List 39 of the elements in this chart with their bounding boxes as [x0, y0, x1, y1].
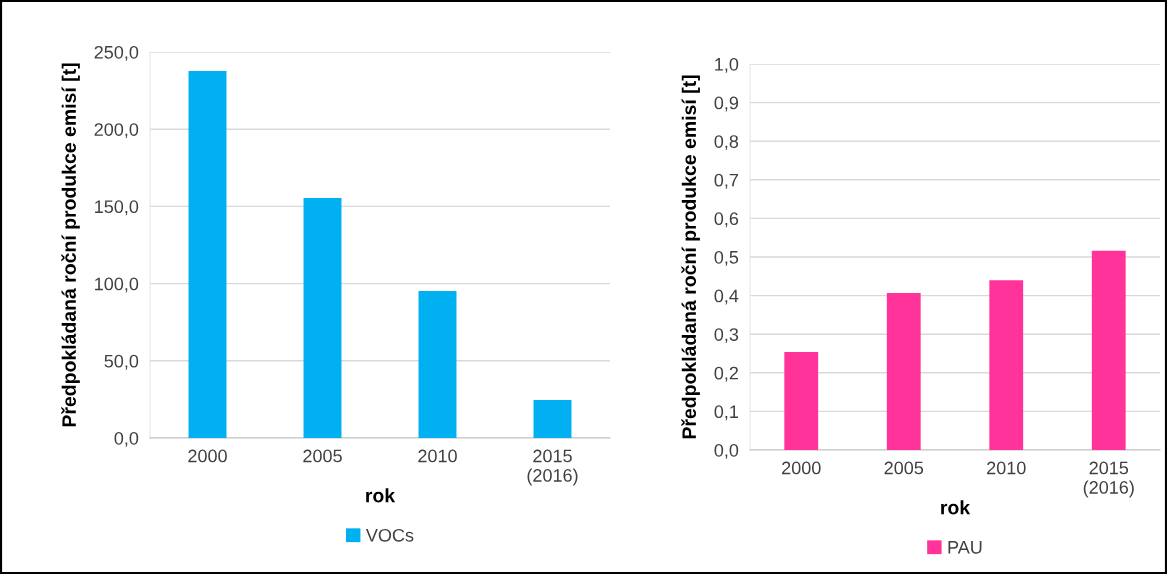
y-tick-label: 0,8	[714, 135, 739, 151]
y-tick-label: 0,1	[714, 405, 739, 421]
y-tick-label: 0,0	[714, 443, 739, 459]
y-tick-label: 1,0	[715, 57, 739, 73]
x-tick-label: 2000	[782, 461, 821, 475]
y-axis-title: Předpokládaná roční produkce emisí [t]	[61, 63, 80, 427]
bar	[188, 70, 227, 438]
y-tick-label: 0,4	[714, 289, 739, 305]
y-tick-label: 200,0	[94, 123, 139, 139]
x-tick-label: 2000	[188, 449, 227, 463]
bar	[886, 292, 921, 450]
legend-label: PAU	[948, 541, 982, 554]
bar	[303, 198, 342, 438]
y-tick-label: 0,7	[714, 173, 738, 189]
x-tick-label: 2015 (2016)	[1083, 461, 1134, 498]
x-tick-label: 2005	[303, 449, 342, 463]
x-tick-label: 2010	[418, 449, 457, 463]
legend-label: VOCs	[365, 528, 414, 542]
x-axis-title: rok	[366, 488, 396, 503]
y-tick-label: 0,5	[714, 250, 739, 266]
y-tick-label: 250,0	[94, 45, 139, 61]
y-tick-label: 0,0	[114, 431, 139, 447]
bar	[989, 280, 1024, 450]
bar	[784, 351, 819, 450]
y-axis-title: Předpokládaná roční produkce emisí [t]	[681, 75, 700, 439]
bar	[533, 400, 572, 438]
y-tick-label: 0,6	[714, 212, 739, 228]
x-axis-title: rok	[941, 500, 971, 515]
y-tick-label: 100,0	[95, 277, 139, 293]
x-tick-label: 2015 (2016)	[527, 449, 578, 486]
y-tick-label: 50,0	[104, 354, 139, 370]
x-tick-label: 2005	[884, 461, 924, 475]
y-tick-label: 150,0	[95, 200, 139, 216]
bar	[1091, 250, 1126, 450]
x-tick-label: 2010	[987, 461, 1026, 475]
y-tick-label: 0,2	[714, 366, 738, 382]
bar	[418, 291, 457, 438]
y-tick-label: 0,3	[714, 328, 739, 344]
y-tick-label: 0,9	[714, 96, 739, 112]
